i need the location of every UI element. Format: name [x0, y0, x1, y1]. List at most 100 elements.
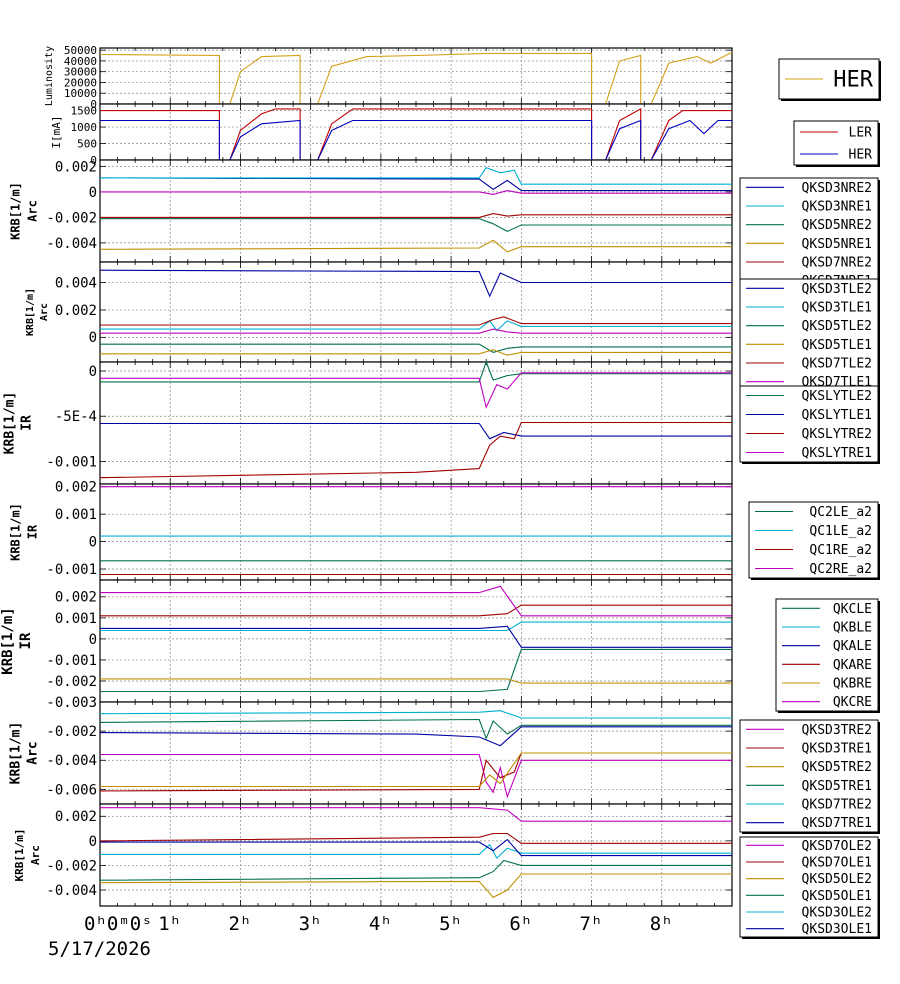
series-line	[99, 710, 732, 719]
y-tick-label: -0.002	[46, 858, 97, 874]
legend-label: QKARE	[833, 658, 872, 673]
legend: QKSD3TLE2 QKSD3TLE1 QKSD5TLE2 QKSD5TLE1 QKSD…	[739, 278, 880, 393]
y-axis-label-2: Arc	[29, 845, 42, 865]
y-axis-label: KRB[1/m]	[9, 182, 23, 240]
panel-frame	[99, 103, 733, 161]
series-line	[100, 320, 732, 332]
y-tick-label: 0	[89, 364, 97, 380]
x-tick-label: 5ʰ	[439, 913, 462, 935]
legend-label: QC1LE_a2	[809, 524, 872, 539]
y-tick-label: 0	[89, 535, 97, 551]
y-axis-label-2: Arc	[26, 200, 40, 222]
series-line	[100, 119, 732, 161]
series-line	[100, 218, 732, 233]
legend-label: QC2RE_a2	[809, 562, 872, 577]
legend: QC2LE_a2 QC1LE_a2 QC1RE_a2 QC2RE_a2	[748, 501, 880, 580]
series-line	[99, 832, 732, 844]
legend-label: QKSLYTLE2	[802, 389, 872, 404]
panel-5: 0 -5E-4 -0.001 KRB[1/m] IR QKSLYTLE2 QKSLYTLE1…	[3, 360, 880, 485]
x-tick-label: 8ʰ	[650, 913, 673, 935]
y-tick-label: 40000	[64, 55, 97, 68]
legend-box	[739, 836, 879, 938]
y-axis-label: KRB[1/m]	[13, 829, 26, 882]
y-tick-label: 0	[90, 154, 97, 167]
legend: QKSLYTLE2 QKSLYTLE1 QKSLYTRE2 QKSLYTRE1	[739, 385, 880, 464]
y-axis-label-2: Arc	[26, 741, 41, 764]
y-axis-label: Luminosity	[44, 46, 55, 106]
legend-label: QKSD3OLE2	[802, 906, 872, 921]
series-line	[100, 360, 732, 383]
legend-box	[739, 278, 879, 392]
legend: QKSD3NRE2 QKSD3NRE1 QKSD5NRE2 QKSD5NRE1 QKSD…	[739, 177, 880, 292]
series-line	[99, 726, 732, 747]
panel-7: 0.002 0.001 0 -0.001 -0.002 -0.003 KRB[1/m] IR Q…	[0, 579, 880, 713]
y-tick-label: -0.003	[46, 695, 97, 711]
series-line	[100, 648, 732, 693]
legend-label: QKSD5TLE1	[802, 338, 872, 353]
y-tick-label: -0.001	[46, 454, 97, 470]
y-axis-label: KRB[1/m]	[25, 288, 36, 336]
series-line	[100, 838, 732, 857]
legend-label: HER	[833, 68, 873, 93]
y-axis-label: KRB[1/m]	[0, 607, 16, 674]
x-tick-label: 7ʰ	[580, 913, 603, 935]
legend-label: QKALE	[833, 639, 872, 654]
panel-6: 0.002 0.001 0 -0.001 KRB[1/m] IR QC2LE_a2 QC1LE…	[9, 480, 880, 581]
panel-frame	[99, 47, 733, 105]
legend-box	[739, 177, 879, 291]
legend-box	[775, 598, 879, 712]
x-tick-label: 4ʰ	[369, 913, 392, 935]
legend-label: QKSD3TRE1	[802, 742, 872, 757]
series-line	[100, 604, 732, 617]
series-line	[100, 752, 732, 788]
y-tick-label: -0.002	[46, 724, 97, 740]
x-tick-label: 1ʰ	[158, 913, 181, 935]
series-line	[100, 167, 732, 185]
series-line	[99, 718, 732, 740]
y-tick-label: 0	[90, 98, 97, 111]
y-tick-label: 10000	[64, 87, 97, 100]
series-line	[99, 859, 732, 881]
legend-label: QKSD7NRE2	[802, 256, 872, 271]
legend-label: QKSD5TRE1	[802, 779, 872, 794]
series-line	[99, 269, 732, 298]
y-tick-label: 20000	[64, 76, 97, 89]
y-tick-label: -0.001	[46, 562, 97, 578]
y-tick-label: 0.001	[55, 507, 97, 523]
legend-label: QKSD3NRE2	[802, 181, 872, 196]
legend-label: QKSD7TRE1	[802, 816, 872, 831]
y-tick-label: 30000	[64, 66, 97, 79]
y-tick-label: 500	[77, 137, 97, 150]
legend-label: HER	[849, 148, 873, 163]
y-tick-label: -0.004	[46, 883, 97, 899]
legend-label: QKSLYTRE2	[802, 427, 872, 442]
series-line	[100, 585, 732, 617]
legend-label: QC2LE_a2	[809, 505, 872, 520]
y-tick-label: 0.002	[55, 590, 97, 606]
legend-label: QKSD3TLE2	[802, 282, 872, 297]
x-tick-label: 2ʰ	[228, 913, 251, 935]
y-tick-label: 0.004	[55, 275, 97, 291]
legend-label: QKSD5OLE2	[802, 872, 872, 887]
legend: HER	[778, 58, 881, 101]
series-line	[100, 349, 732, 356]
series-line	[100, 621, 732, 632]
legend-box	[748, 501, 879, 579]
y-axis-label-2: Arc	[39, 303, 50, 321]
legend-label: QKCRE	[833, 695, 872, 710]
y-tick-label: 0.002	[55, 809, 97, 825]
y-tick-label: 50000	[64, 44, 97, 57]
legend-label: QKSD3OLE1	[802, 922, 872, 937]
series-line	[99, 421, 732, 479]
legend-label: QKSD7OLE2	[802, 839, 872, 854]
y-tick-label: 1000	[71, 121, 98, 134]
legend-label: QKSD7TRE2	[802, 798, 872, 813]
legend-label: LER	[849, 126, 873, 141]
y-tick-label: 0.002	[55, 159, 97, 175]
legend-label: QKSD3NRE1	[802, 200, 872, 215]
x-tick-label: 0ʰ0ᵐ0ˢ	[84, 913, 153, 935]
legend-label: QKSD5TRE2	[802, 760, 872, 775]
